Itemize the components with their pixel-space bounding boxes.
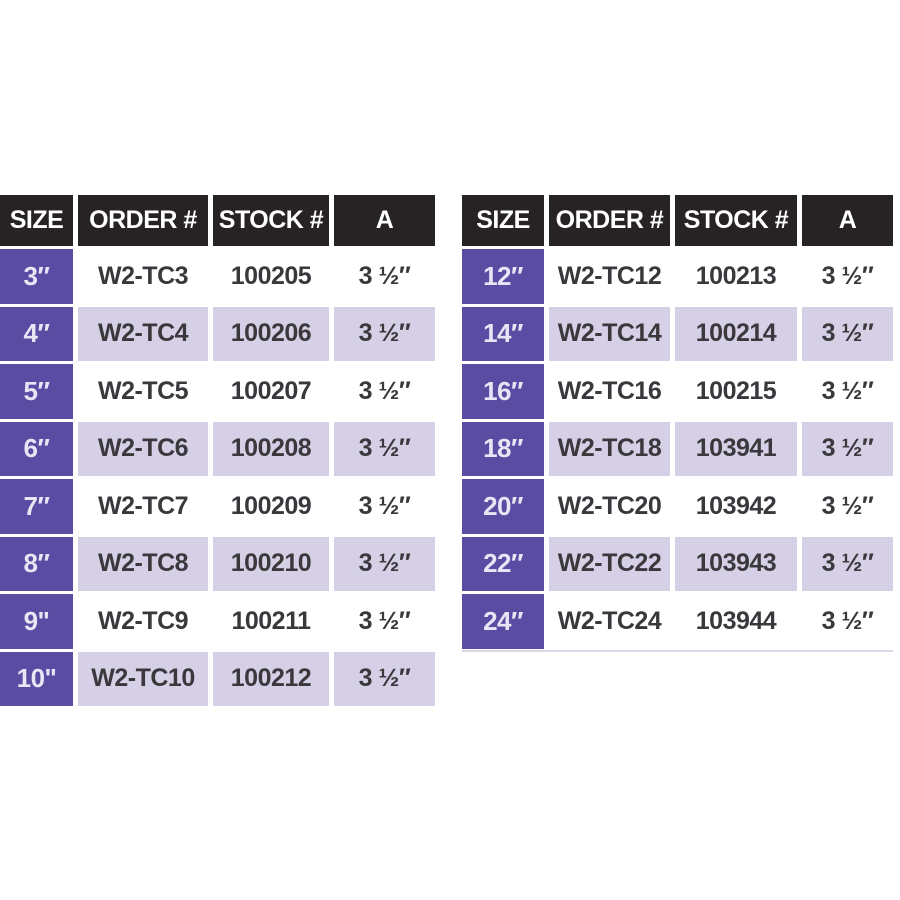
stock-number-cell: 100212 — [213, 651, 329, 706]
dim-a-cell: 3 ½″ — [802, 306, 893, 361]
order-number-cell: W2-TC22 — [549, 536, 670, 591]
size-cell: 14″ — [462, 306, 544, 361]
dim-a-cell: 3 ½″ — [802, 249, 893, 304]
stock-number-cell: 103944 — [675, 594, 797, 649]
stock-number-cell: 103941 — [675, 421, 797, 476]
dim-a-cell: 3 ½″ — [802, 594, 893, 649]
size-cell: 12″ — [462, 249, 544, 304]
stock-number-cell: 100206 — [213, 306, 329, 361]
header-size: SIZE — [0, 195, 73, 246]
stock-number-cell: 100205 — [213, 249, 329, 304]
order-number-cell: W2-TC12 — [549, 249, 670, 304]
order-number-cell: W2-TC14 — [549, 306, 670, 361]
stock-number-cell: 100207 — [213, 364, 329, 419]
stock-number-cell: 100211 — [213, 594, 329, 649]
dim-a-cell: 3 ½″ — [334, 421, 435, 476]
dim-a-cell: 3 ½″ — [334, 364, 435, 419]
dim-a-cell: 3 ½″ — [802, 421, 893, 476]
order-number-cell: W2-TC6 — [78, 421, 208, 476]
stock-number-cell: 100209 — [213, 479, 329, 534]
stock-number-cell: 103942 — [675, 479, 797, 534]
dim-a-cell: 3 ½″ — [802, 536, 893, 591]
order-number-cell: W2-TC24 — [549, 594, 670, 649]
order-number-cell: W2-TC3 — [78, 249, 208, 304]
header-stock-number: STOCK # — [213, 195, 329, 246]
header-stock-number: STOCK # — [675, 195, 797, 246]
dim-a-cell: 3 ½″ — [334, 594, 435, 649]
dim-a-cell: 3 ½″ — [802, 364, 893, 419]
dim-a-cell: 3 ½″ — [334, 651, 435, 706]
stock-number-cell: 100214 — [675, 306, 797, 361]
size-cell: 10" — [0, 651, 73, 706]
header-order-number: ORDER # — [549, 195, 670, 246]
dim-a-cell: 3 ½″ — [334, 306, 435, 361]
order-number-cell: W2-TC4 — [78, 306, 208, 361]
order-number-cell: W2-TC9 — [78, 594, 208, 649]
stock-number-cell: 103943 — [675, 536, 797, 591]
dim-a-cell: 3 ½″ — [334, 249, 435, 304]
order-number-cell: W2-TC8 — [78, 536, 208, 591]
order-number-cell: W2-TC7 — [78, 479, 208, 534]
size-cell: 9" — [0, 594, 73, 649]
order-number-cell: W2-TC20 — [549, 479, 670, 534]
header-size: SIZE — [462, 195, 544, 246]
size-cell: 22″ — [462, 536, 544, 591]
size-cell: 7″ — [0, 479, 73, 534]
order-number-cell: W2-TC10 — [78, 651, 208, 706]
size-cell: 18″ — [462, 421, 544, 476]
order-number-cell: W2-TC18 — [549, 421, 670, 476]
size-cell: 20″ — [462, 479, 544, 534]
spec-table-right: SIZE ORDER # STOCK # A 12″ W2-TC12 100213 3 ½″ 1… — [462, 195, 893, 649]
order-number-cell: W2-TC16 — [549, 364, 670, 419]
header-dim-a: A — [334, 195, 435, 246]
right-table-bottom-rule — [462, 650, 893, 652]
order-number-cell: W2-TC5 — [78, 364, 208, 419]
header-dim-a: A — [802, 195, 893, 246]
stock-number-cell: 100208 — [213, 421, 329, 476]
dim-a-cell: 3 ½″ — [802, 479, 893, 534]
size-cell: 24″ — [462, 594, 544, 649]
stock-number-cell: 100213 — [675, 249, 797, 304]
size-cell: 3″ — [0, 249, 73, 304]
spec-table-left: SIZE ORDER # STOCK # A 3″ W2-TC3 100205 3 ½″ 4″ W… — [0, 195, 435, 706]
stock-number-cell: 100210 — [213, 536, 329, 591]
size-cell: 5″ — [0, 364, 73, 419]
size-cell: 16″ — [462, 364, 544, 419]
size-cell: 4″ — [0, 306, 73, 361]
stock-number-cell: 100215 — [675, 364, 797, 419]
header-order-number: ORDER # — [78, 195, 208, 246]
size-cell: 8″ — [0, 536, 73, 591]
dim-a-cell: 3 ½″ — [334, 536, 435, 591]
dim-a-cell: 3 ½″ — [334, 479, 435, 534]
size-cell: 6″ — [0, 421, 73, 476]
